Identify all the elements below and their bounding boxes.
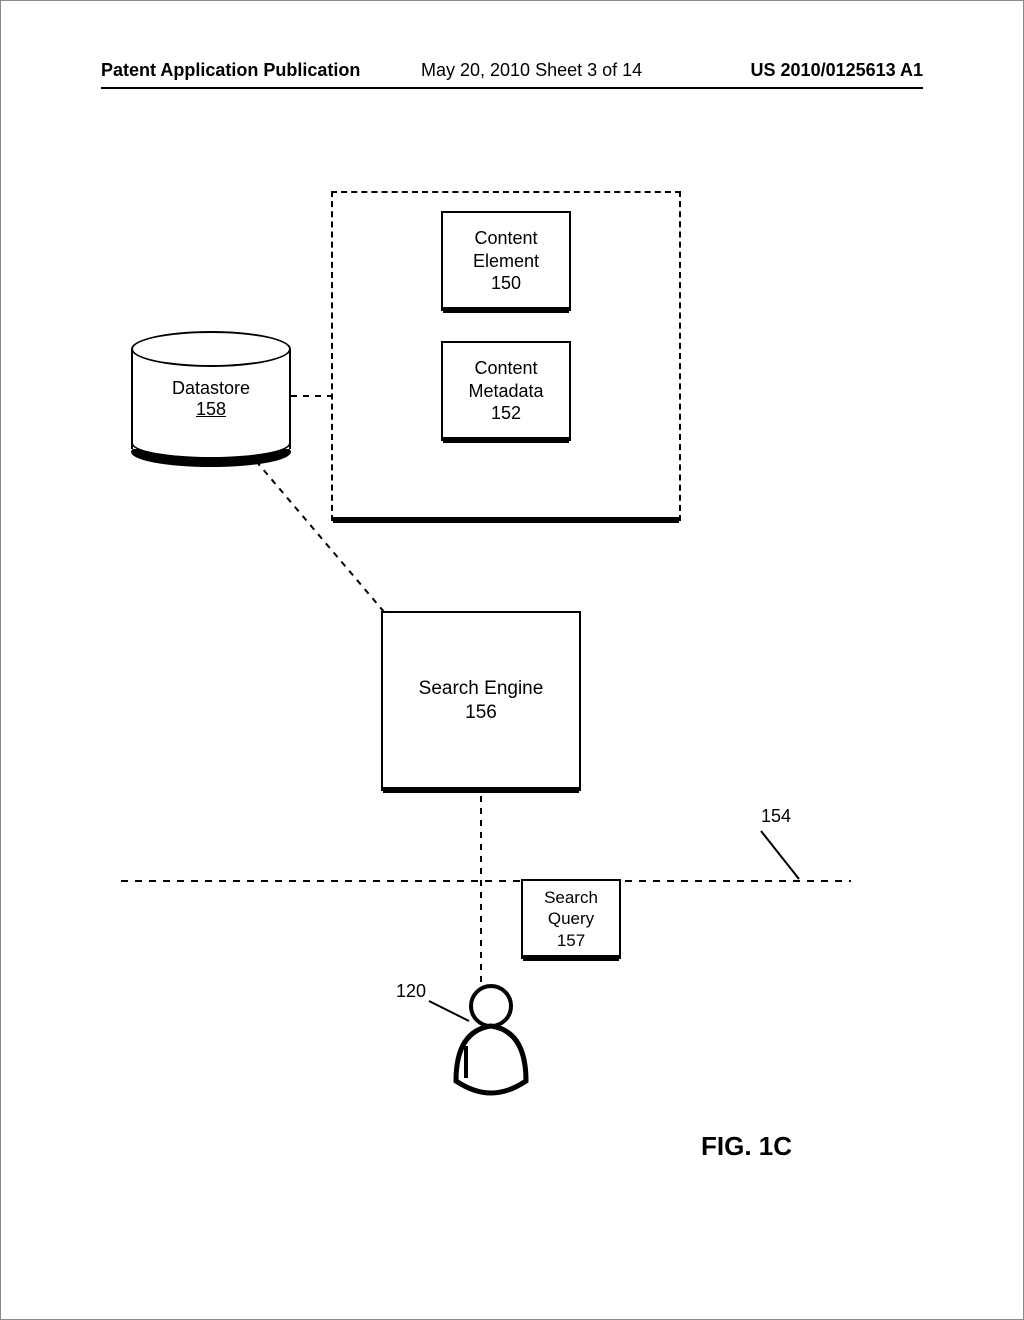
search-engine-line1: Search Engine <box>419 677 544 701</box>
search-engine-box: Search Engine 156 <box>381 611 581 791</box>
content-element-line1: Content <box>474 227 537 250</box>
page-header: Patent Application Publication May 20, 2… <box>101 61 923 89</box>
header-right: US 2010/0125613 A1 <box>751 60 923 81</box>
search-query-box: Search Query 157 <box>521 879 621 959</box>
figure-label: FIG. 1C <box>701 1131 792 1162</box>
figure-1c-diagram: Content Element 150 Content Metadata 152… <box>1 151 1024 1151</box>
search-query-line2: Query <box>548 908 594 929</box>
datastore-label: Datastore <box>133 378 289 399</box>
page: Patent Application Publication May 20, 2… <box>0 0 1024 1320</box>
search-engine-num: 156 <box>465 701 497 725</box>
content-metadata-box: Content Metadata 152 <box>441 341 571 441</box>
content-metadata-line2: Metadata <box>468 380 543 403</box>
search-query-num: 157 <box>557 930 585 951</box>
content-metadata-num: 152 <box>491 402 521 425</box>
ref-154: 154 <box>761 806 791 827</box>
header-left: Patent Application Publication <box>101 60 360 81</box>
user-icon <box>456 986 526 1093</box>
content-element-box: Content Element 150 <box>441 211 571 311</box>
content-element-line2: Element <box>473 250 539 273</box>
header-mid: May 20, 2010 Sheet 3 of 14 <box>421 60 642 81</box>
search-query-line1: Search <box>544 887 598 908</box>
content-metadata-line1: Content <box>474 357 537 380</box>
datastore-num: 158 <box>133 399 289 420</box>
content-element-num: 150 <box>491 272 521 295</box>
datastore-cylinder: Datastore 158 <box>131 331 291 461</box>
ref-120: 120 <box>396 981 426 1002</box>
